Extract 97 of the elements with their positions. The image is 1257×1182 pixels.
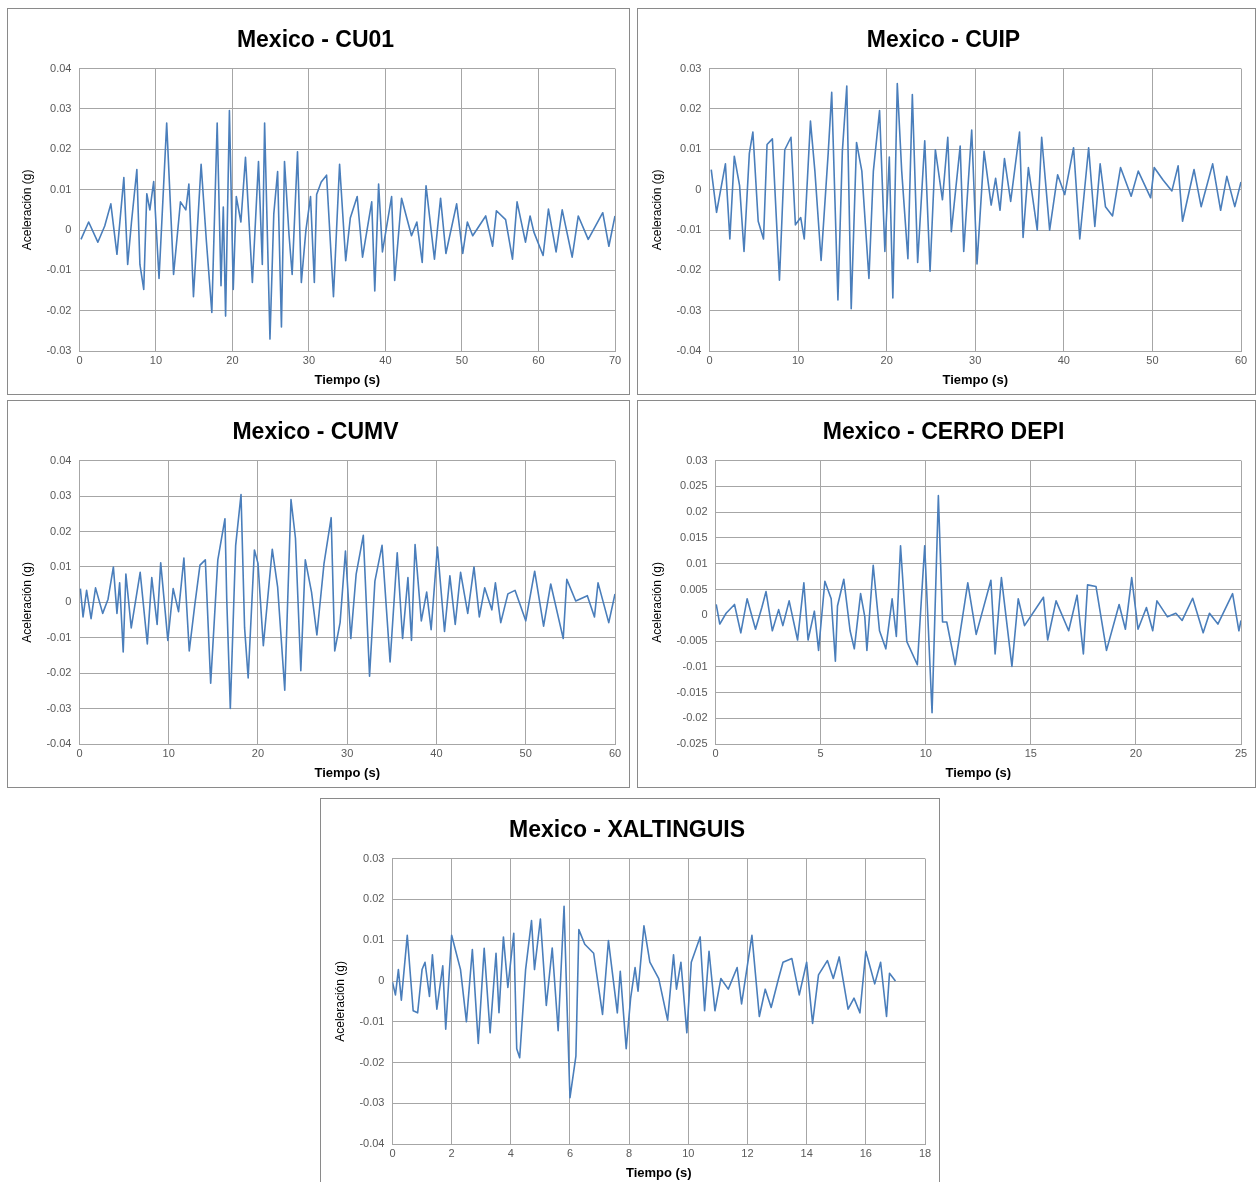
x-tick-label: 25 [1234, 746, 1248, 759]
y-tick-label: 0 [65, 223, 72, 236]
y-tick-label: 0.01 [680, 142, 702, 155]
y-tick-label: 0.005 [680, 582, 708, 595]
y-tick-label: 0.02 [680, 102, 702, 114]
x-tick-label: 10 [919, 746, 932, 759]
y-tick-label: 0.02 [50, 524, 72, 537]
y-axis-title: Aceleración (g) [649, 562, 664, 643]
y-axis-title: Aceleración (g) [649, 169, 664, 251]
y-tick-label: 0.04 [50, 453, 72, 466]
x-tick-label: 16 [859, 1146, 872, 1159]
x-axis-title: Tiempo (s) [942, 371, 1008, 387]
y-tick-label: -0.005 [676, 634, 708, 647]
x-axis-title: Tiempo (s) [625, 1164, 692, 1180]
x-tick-label: 0 [712, 746, 719, 759]
x-tick-label: 4 [507, 1146, 514, 1159]
x-tick-label: 10 [791, 353, 805, 366]
y-tick-label: 0.01 [686, 556, 708, 569]
x-axis-title: Tiempo (s) [314, 764, 380, 780]
x-tick-label: 50 [455, 353, 469, 366]
y-tick-label: -0.04 [676, 344, 702, 357]
y-tick-label: -0.02 [359, 1055, 385, 1068]
x-tick-label: 50 [1146, 353, 1159, 366]
x-tick-label: 50 [519, 746, 532, 759]
y-tick-label: 0.04 [50, 61, 72, 74]
y-tick-label: -0.03 [359, 1096, 385, 1109]
x-tick-label: 6 [566, 1146, 574, 1159]
y-tick-label: -0.02 [682, 711, 708, 724]
x-tick-label: 20 [880, 353, 893, 366]
x-tick-label: 8 [626, 1146, 633, 1159]
y-tick-label: 0.01 [50, 182, 72, 195]
y-tick-label: 0 [65, 595, 72, 608]
y-tick-label: -0.01 [359, 1014, 385, 1027]
x-tick-label: 10 [149, 353, 163, 366]
y-tick-label: 0 [695, 182, 702, 195]
chart-title: Mexico - XALTINGUIS [509, 816, 745, 843]
x-tick-label: 20 [251, 746, 265, 759]
y-tick-label: 0.03 [50, 489, 72, 502]
y-tick-label: -0.02 [46, 666, 72, 679]
x-tick-label: 60 [608, 746, 622, 759]
chart-title: Mexico - CUIP [866, 26, 1021, 53]
y-tick-label: 0.015 [680, 530, 708, 543]
y-tick-label: -0.01 [676, 223, 702, 236]
x-tick-label: 15 [1024, 746, 1037, 759]
y-tick-label: -0.01 [682, 659, 708, 672]
x-tick-label: 30 [341, 746, 354, 759]
y-tick-label: -0.04 [359, 1137, 385, 1150]
chart-title: Mexico - CERRO DEPI [822, 418, 1065, 445]
y-tick-label: 0 [701, 608, 708, 621]
chart-title: Mexico - CUMV [232, 418, 400, 445]
y-tick-label: -0.04 [46, 737, 72, 750]
y-axis-title: Aceleración (g) [19, 562, 34, 643]
x-tick-label: 40 [430, 746, 443, 759]
y-tick-label: -0.01 [46, 630, 72, 643]
y-tick-label: -0.03 [676, 303, 702, 316]
y-tick-label: 0 [378, 974, 385, 987]
y-tick-label: 0.02 [363, 892, 385, 905]
y-tick-label: 0.02 [50, 142, 72, 155]
x-tick-label: 14 [800, 1146, 813, 1159]
y-tick-label: -0.03 [46, 701, 72, 714]
x-tick-label: 18 [918, 1146, 932, 1159]
x-tick-label: 40 [379, 353, 392, 366]
y-tick-label: -0.02 [46, 303, 72, 316]
x-tick-label: 5 [817, 746, 824, 759]
x-axis-title: Tiempo (s) [945, 764, 1012, 780]
y-tick-label: 0.03 [686, 453, 708, 466]
x-tick-label: 12 [741, 1146, 754, 1159]
y-axis-title: Aceleración (g) [332, 961, 347, 1042]
x-tick-label: 0 [389, 1146, 396, 1159]
x-tick-label: 20 [226, 353, 239, 366]
chart-title: Mexico - CU01 [236, 26, 395, 53]
y-tick-label: 0.03 [363, 851, 385, 864]
x-tick-label: 30 [969, 353, 982, 366]
y-tick-label: 0.03 [680, 61, 702, 74]
y-axis-title: Aceleración (g) [19, 169, 34, 251]
x-tick-label: 30 [302, 353, 316, 366]
x-tick-label: 20 [1129, 746, 1143, 759]
x-tick-label: 10 [682, 1146, 695, 1159]
y-tick-label: 0.02 [686, 505, 708, 518]
x-tick-label: 0 [76, 746, 83, 759]
x-tick-label: 10 [162, 746, 175, 759]
x-axis-title: Tiempo (s) [314, 371, 380, 387]
x-tick-label: 40 [1057, 353, 1070, 366]
y-tick-label: 0.025 [680, 479, 708, 492]
y-tick-label: -0.01 [46, 263, 72, 276]
y-tick-label: -0.02 [676, 263, 702, 276]
x-tick-label: 60 [1234, 353, 1248, 366]
x-tick-label: 70 [608, 353, 622, 366]
y-tick-label: 0.01 [363, 933, 385, 946]
y-tick-label: -0.03 [46, 344, 72, 357]
y-tick-label: -0.025 [676, 737, 708, 750]
y-tick-label: -0.015 [676, 685, 708, 698]
x-tick-label: 2 [448, 1146, 455, 1159]
y-tick-label: 0.03 [50, 102, 72, 114]
x-tick-label: 60 [532, 353, 545, 366]
x-tick-label: 0 [76, 353, 83, 366]
y-tick-label: 0.01 [50, 559, 72, 572]
